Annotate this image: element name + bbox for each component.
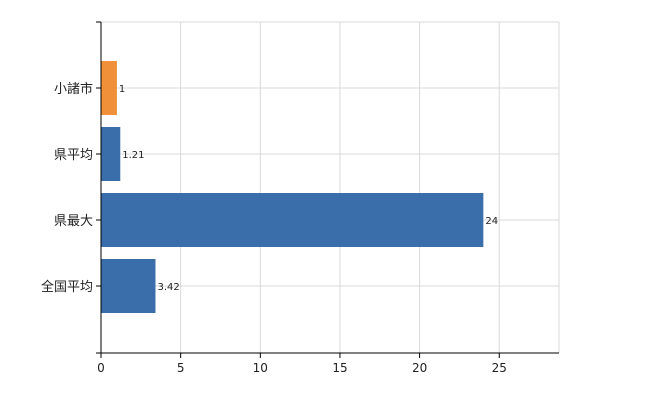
- bar: [101, 61, 117, 115]
- axes: [96, 21, 559, 358]
- category-label: 小諸市: [54, 81, 93, 97]
- data-label: 3.42: [157, 282, 179, 293]
- x-tick-label: 15: [332, 361, 347, 375]
- category-label: 全国平均: [41, 279, 93, 295]
- gridlines: [101, 21, 560, 353]
- x-tick-label: 0: [97, 361, 105, 375]
- x-tick-label: 10: [253, 361, 268, 375]
- x-tick-label: 5: [177, 361, 185, 375]
- bar: [101, 193, 484, 247]
- bar: [101, 127, 121, 181]
- x-tick-label: 25: [492, 361, 507, 375]
- data-label: 1.21: [122, 150, 144, 161]
- bars: [101, 61, 484, 313]
- bar: [101, 259, 156, 313]
- data-label: 1: [119, 84, 125, 95]
- category-label: 県最大: [54, 214, 93, 229]
- data-label: 24: [485, 216, 498, 227]
- x-tick-label: 20: [412, 361, 427, 375]
- category-label: 県平均: [54, 148, 93, 163]
